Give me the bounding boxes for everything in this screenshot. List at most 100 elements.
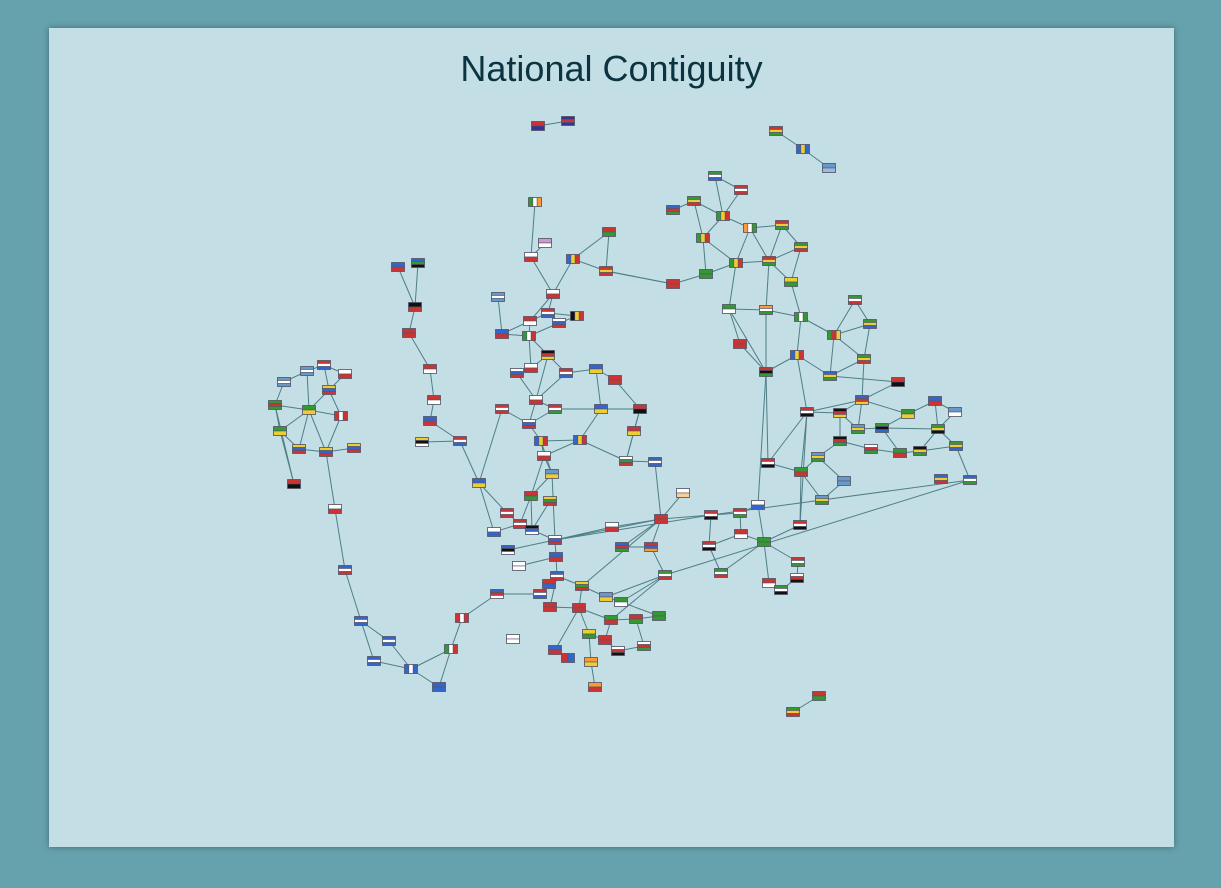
flag-icon (722, 304, 736, 314)
flag-icon (427, 395, 441, 405)
flag-icon (654, 514, 668, 524)
border-edge (765, 260, 770, 311)
flag-icon (543, 496, 557, 506)
border-edge (581, 518, 662, 587)
flag-icon (796, 144, 810, 154)
flag-icon (851, 424, 865, 434)
flag-icon (658, 570, 672, 580)
border-edge (325, 415, 342, 453)
flag-icon (338, 369, 352, 379)
border-edge (790, 281, 802, 318)
flag-icon (614, 597, 628, 607)
border-edge (763, 541, 770, 584)
flag-icon (317, 360, 331, 370)
border-edge (863, 323, 871, 360)
flag-icon (522, 419, 536, 429)
flag-icon (522, 331, 536, 341)
flag-icon (549, 552, 563, 562)
border-edge (714, 175, 724, 217)
flag-icon (627, 426, 641, 436)
flag-icon (548, 535, 562, 545)
flag-icon (432, 682, 446, 692)
flag-icon (423, 416, 437, 426)
flag-icon (472, 478, 486, 488)
flag-icon (762, 578, 776, 588)
chart-panel: National Contiguity (49, 28, 1174, 847)
flag-icon (648, 457, 662, 467)
border-edge (757, 504, 765, 543)
flag-icon (666, 205, 680, 215)
flag-icon (490, 589, 504, 599)
flag-icon (598, 635, 612, 645)
flag-icon (615, 542, 629, 552)
flag-icon (408, 302, 422, 312)
flag-icon (793, 520, 807, 530)
flag-icon (812, 691, 826, 701)
flag-icon (823, 371, 837, 381)
flag-icon (411, 258, 425, 268)
flag-icon (528, 197, 542, 207)
border-edge (955, 445, 971, 481)
border-edge (308, 409, 327, 453)
flag-icon (757, 537, 771, 547)
flag-icon (931, 424, 945, 434)
border-edge (796, 316, 802, 356)
flag-icon (534, 436, 548, 446)
flag-icon (552, 318, 566, 328)
border-edge (767, 411, 808, 464)
flag-icon (561, 116, 575, 126)
flag-icon (619, 456, 633, 466)
border-edge (708, 514, 712, 547)
border-edge (728, 308, 767, 373)
flag-icon (550, 571, 564, 581)
flag-icon (561, 653, 575, 663)
flag-icon (487, 527, 501, 537)
flag-icon (572, 603, 586, 613)
flag-icon (524, 491, 538, 501)
border-edge (728, 308, 741, 345)
flag-icon (575, 581, 589, 591)
flag-icon (687, 196, 701, 206)
flag-icon (541, 350, 555, 360)
border-edge (554, 607, 580, 651)
flag-icon (666, 279, 680, 289)
flag-icon (702, 541, 716, 551)
flag-icon (611, 646, 625, 656)
border-edge (654, 461, 662, 520)
flag-icon (629, 614, 643, 624)
border-edge (749, 227, 770, 262)
border-edge (497, 296, 503, 335)
flag-icon (273, 426, 287, 436)
contiguity-graph (268, 116, 977, 717)
border-edge (528, 335, 532, 369)
flag-icon (382, 636, 396, 646)
flag-icon (855, 395, 869, 405)
border-edge (306, 370, 310, 411)
flag-icon (328, 504, 342, 514)
flag-icon (604, 615, 618, 625)
flag-icon (300, 366, 314, 376)
border-edge (325, 451, 336, 510)
flag-icon (775, 220, 789, 230)
flag-icon (391, 262, 405, 272)
flag-icon (404, 664, 418, 674)
flag-icon (734, 185, 748, 195)
edge-layer (274, 120, 971, 713)
flag-icon (696, 233, 710, 243)
flag-icon (525, 525, 539, 535)
border-edge (450, 617, 463, 650)
flag-icon (857, 354, 871, 364)
flag-icon (790, 350, 804, 360)
flag-icon (599, 592, 613, 602)
flag-icon (495, 404, 509, 414)
border-edge (397, 266, 416, 308)
border-edge (530, 201, 536, 258)
flag-icon (302, 405, 316, 415)
flag-icon (708, 171, 722, 181)
flag-icon (531, 121, 545, 131)
flag-icon (791, 557, 805, 567)
border-edge (530, 256, 554, 295)
flag-icon (491, 292, 505, 302)
flag-icon (963, 475, 977, 485)
flag-icon (786, 707, 800, 717)
